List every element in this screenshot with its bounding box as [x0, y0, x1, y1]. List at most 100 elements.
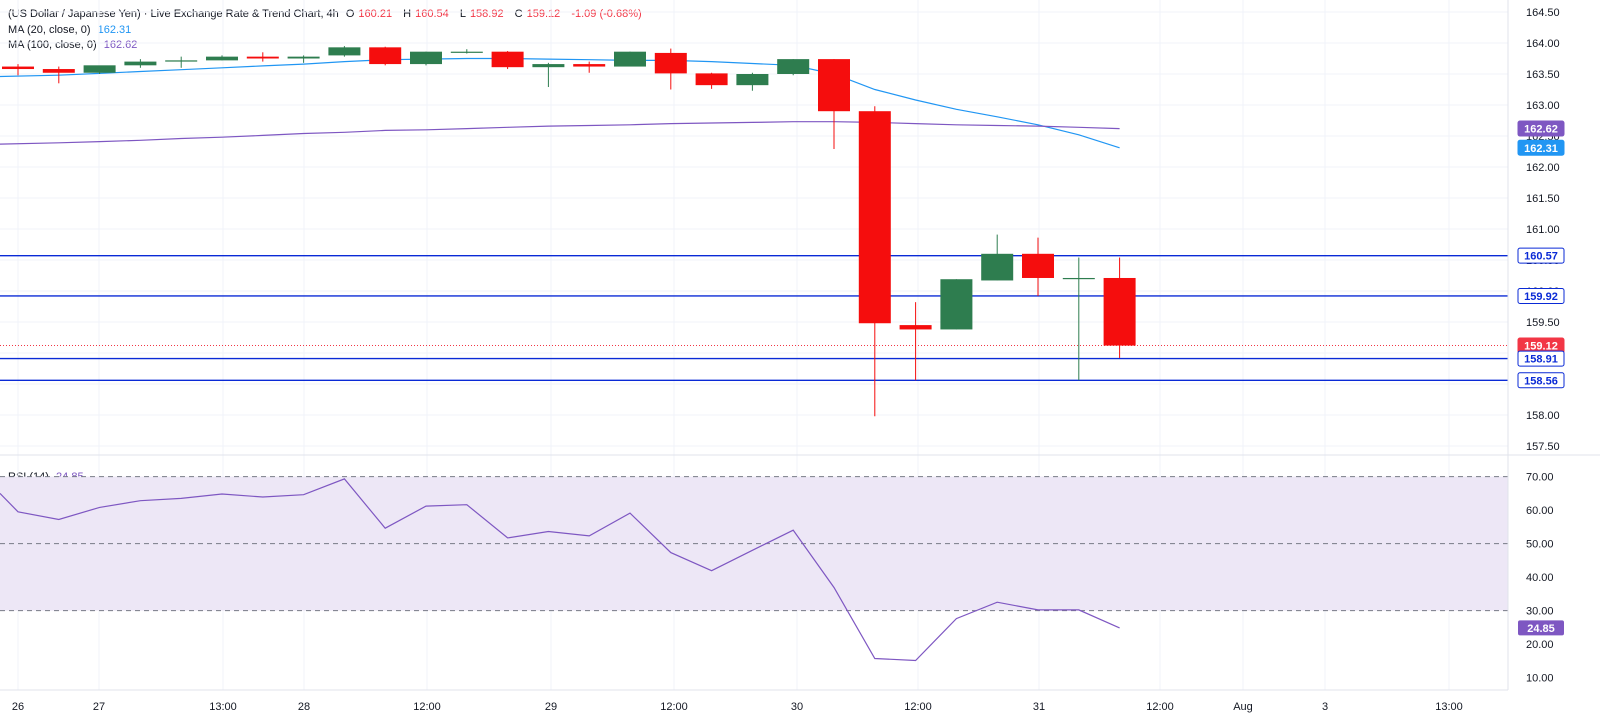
candle-body	[410, 51, 442, 65]
ma20-value: 162.31	[97, 24, 132, 36]
price-tick-label: 157.50	[1526, 441, 1560, 453]
candle[interactable]	[83, 65, 116, 74]
ohlc-high: H 160.54	[403, 8, 449, 20]
ma100-label: MA (100, close, 0)	[8, 39, 97, 51]
candle-body	[124, 61, 157, 66]
rsi-line[interactable]	[0, 478, 1120, 662]
price-axis-label-level: 159.92	[1517, 287, 1565, 304]
candle[interactable]	[287, 55, 320, 63]
candle[interactable]	[940, 279, 973, 330]
symbol-name: (US Dollar / Japanese Yen) · Live Exchan…	[8, 8, 339, 20]
candle[interactable]	[695, 72, 728, 89]
candle-body	[450, 51, 483, 53]
svg-text:160.57: 160.57	[1524, 251, 1558, 263]
legend-ma100[interactable]: MA (100, close, 0) 162.62	[8, 38, 141, 53]
candle-body	[654, 52, 687, 74]
svg-text:162.31: 162.31	[1524, 143, 1558, 155]
candle-body	[532, 64, 565, 68]
candle-body	[328, 47, 361, 56]
rsi-tick-label: 50.00	[1526, 539, 1554, 551]
candle[interactable]	[614, 51, 646, 67]
rsi-axis-label: 24.85	[1518, 620, 1564, 636]
time-tick-label: 29	[545, 701, 557, 713]
ma100-line[interactable]	[0, 121, 1120, 145]
candle[interactable]	[328, 46, 361, 57]
rsi-tick-label: 30.00	[1526, 606, 1554, 618]
candle[interactable]	[246, 52, 279, 62]
candle[interactable]	[491, 51, 524, 70]
candle[interactable]	[1103, 257, 1136, 358]
svg-text:162.62: 162.62	[1524, 124, 1558, 136]
rsi-tick-label: 70.00	[1526, 472, 1554, 484]
candle-body	[491, 51, 524, 68]
price-axis-label-ma100: 162.62	[1517, 120, 1565, 137]
candle-body	[246, 56, 279, 59]
price-axis-label-level: 158.91	[1517, 350, 1565, 367]
time-tick-label: 27	[93, 701, 105, 713]
ma20-line[interactable]	[0, 57, 1120, 149]
candle[interactable]	[981, 234, 1014, 281]
svg-text:159.12: 159.12	[1524, 341, 1558, 353]
candle-body	[695, 73, 728, 86]
candle[interactable]	[858, 106, 891, 417]
candle[interactable]	[410, 51, 442, 66]
candle[interactable]	[124, 59, 157, 68]
rsi-tick-label: 40.00	[1526, 572, 1554, 584]
candle-body	[777, 59, 810, 74]
ma20-label: MA (20, close, 0)	[8, 24, 91, 36]
candle-body	[165, 60, 198, 62]
candle-body	[981, 253, 1014, 281]
candle[interactable]	[2, 64, 34, 76]
candle-body	[899, 325, 932, 330]
price-tick-label: 163.00	[1526, 100, 1560, 112]
ma100-value: 162.62	[103, 39, 138, 51]
time-tick-label: 12:00	[1146, 701, 1174, 713]
candle-body	[940, 279, 973, 330]
candle[interactable]	[736, 72, 769, 91]
price-tick-label: 158.00	[1526, 410, 1560, 422]
time-tick-label: 12:00	[413, 701, 441, 713]
candle[interactable]	[654, 48, 687, 90]
candle[interactable]	[369, 46, 402, 66]
time-tick-label: 13:00	[1435, 701, 1463, 713]
candle[interactable]	[42, 66, 75, 84]
candle[interactable]	[165, 56, 198, 68]
candle[interactable]	[899, 302, 932, 381]
candle[interactable]	[206, 55, 238, 61]
time-tick-label: 30	[791, 701, 803, 713]
price-tick-label: 162.00	[1526, 162, 1560, 174]
candle[interactable]	[777, 59, 810, 76]
time-tick-label: 3	[1322, 701, 1328, 713]
time-tick-label: 13:00	[209, 701, 237, 713]
candle[interactable]	[818, 59, 850, 150]
price-axis-label-last: 159.12	[1517, 337, 1565, 354]
candle[interactable]	[532, 62, 565, 88]
candle-body	[206, 56, 238, 61]
time-tick-label: Aug	[1233, 701, 1253, 713]
svg-text:158.56: 158.56	[1524, 375, 1558, 387]
candle[interactable]	[573, 61, 606, 73]
ohlc-low: L 158.92	[459, 8, 504, 20]
candle-body	[736, 74, 769, 86]
price-axis-label-level: 160.57	[1517, 247, 1565, 264]
rsi-tick-label: 20.00	[1526, 639, 1554, 651]
svg-text:158.91: 158.91	[1524, 354, 1558, 366]
candle-body	[1062, 277, 1095, 280]
candle-body	[614, 51, 646, 67]
time-tick-label: 26	[12, 701, 24, 713]
price-axis-label-level: 158.56	[1517, 372, 1565, 389]
ohlc-close: C 159.12	[514, 8, 561, 20]
candle[interactable]	[1022, 237, 1054, 296]
price-tick-label: 164.50	[1526, 7, 1560, 19]
rsi-band	[0, 476, 1508, 611]
chart-legend-title: (US Dollar / Japanese Yen) · Live Exchan…	[8, 7, 646, 22]
candle-body	[1103, 277, 1136, 346]
candle-body	[818, 59, 850, 112]
legend-ma20[interactable]: MA (20, close, 0) 162.31	[8, 23, 135, 38]
candle[interactable]	[450, 49, 483, 54]
candle[interactable]	[1062, 257, 1095, 381]
candle-body	[287, 56, 320, 59]
svg-text:24.85: 24.85	[1527, 623, 1555, 635]
time-tick-label: 31	[1033, 701, 1045, 713]
